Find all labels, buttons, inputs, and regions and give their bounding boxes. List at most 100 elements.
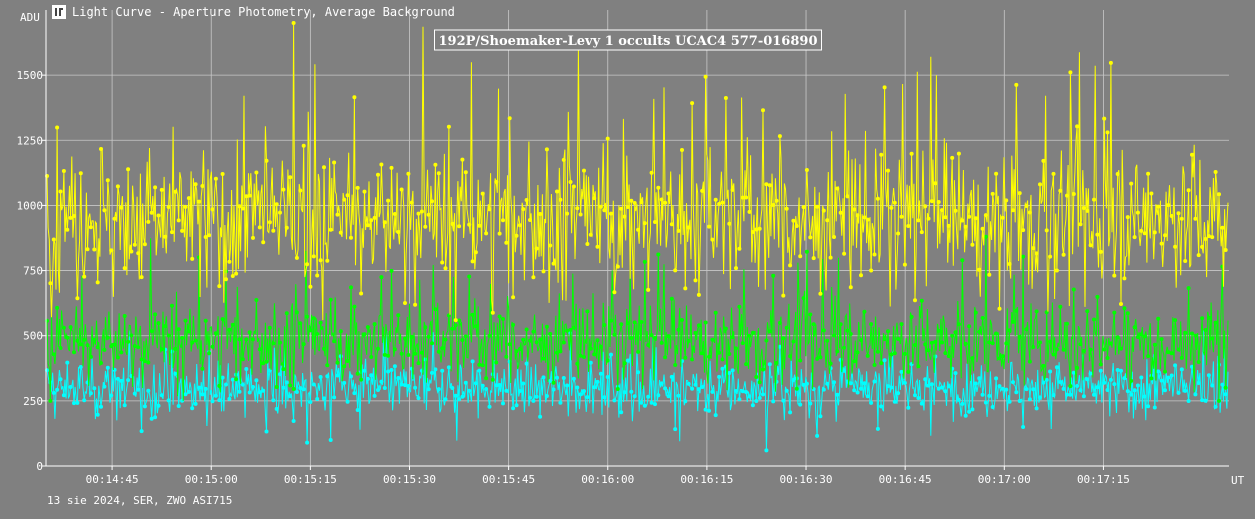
data-point <box>457 224 462 229</box>
data-point <box>1031 246 1036 251</box>
data-point <box>987 340 992 345</box>
data-point <box>980 316 985 320</box>
data-point <box>1220 225 1225 230</box>
data-point <box>973 381 978 386</box>
data-point <box>207 351 212 356</box>
data-point <box>717 374 722 379</box>
data-point <box>355 371 360 376</box>
data-point <box>369 355 374 359</box>
data-point <box>362 332 367 337</box>
data-point <box>1051 171 1056 176</box>
data-point <box>1152 405 1157 410</box>
data-point <box>686 225 691 230</box>
data-point <box>1065 193 1069 198</box>
data-point <box>430 341 434 346</box>
data-point <box>433 307 438 312</box>
data-point <box>284 311 289 316</box>
data-point <box>713 197 718 202</box>
data-point <box>433 367 438 372</box>
data-point <box>548 331 553 336</box>
data-point <box>555 375 559 380</box>
data-point <box>534 246 539 251</box>
data-point <box>582 355 586 359</box>
data-point <box>416 211 421 216</box>
data-point <box>784 325 789 330</box>
data-point <box>943 215 948 220</box>
data-point <box>392 212 397 216</box>
data-point <box>913 298 917 303</box>
data-point <box>1061 386 1066 391</box>
data-point <box>1223 248 1228 252</box>
data-point <box>48 398 53 403</box>
data-point <box>659 197 664 202</box>
data-point <box>102 347 107 352</box>
data-point <box>821 387 826 392</box>
data-point <box>264 158 269 163</box>
data-point <box>798 358 803 363</box>
data-point <box>1173 244 1178 249</box>
data-point <box>845 328 850 333</box>
data-point <box>774 361 779 365</box>
data-point <box>592 385 597 390</box>
data-point <box>602 323 607 327</box>
data-point <box>761 367 765 372</box>
data-point <box>409 200 414 205</box>
data-point <box>848 332 853 336</box>
data-point <box>213 331 218 336</box>
data-point <box>372 322 377 327</box>
data-point <box>1142 334 1147 339</box>
data-point <box>963 224 968 229</box>
data-point <box>288 175 293 180</box>
data-point <box>227 259 232 264</box>
data-point <box>825 338 830 343</box>
data-point <box>122 266 127 271</box>
data-point <box>1190 152 1194 157</box>
data-point <box>875 426 880 431</box>
data-point <box>1024 204 1029 208</box>
data-point <box>605 136 610 141</box>
data-point <box>61 169 66 173</box>
data-point <box>1038 395 1042 400</box>
data-point <box>1014 308 1019 313</box>
data-point <box>504 240 509 245</box>
data-point <box>1078 342 1083 347</box>
data-point <box>284 380 289 385</box>
data-point <box>862 309 867 314</box>
data-point <box>747 209 752 214</box>
data-point <box>217 284 222 289</box>
data-point <box>970 407 975 412</box>
series-1 <box>45 234 1229 403</box>
data-point <box>1166 203 1171 208</box>
data-point <box>305 440 310 445</box>
data-point <box>1112 310 1117 315</box>
data-point <box>338 354 343 359</box>
x-tick-label: 00:17:15 <box>1077 473 1130 486</box>
data-point <box>568 327 573 332</box>
data-point <box>1159 337 1164 342</box>
data-point <box>950 333 955 338</box>
data-point <box>1004 198 1009 203</box>
data-point <box>1186 399 1191 403</box>
data-point <box>653 336 657 340</box>
data-point <box>132 391 137 396</box>
data-point <box>629 198 634 203</box>
data-point <box>166 333 171 338</box>
data-point <box>622 214 627 219</box>
data-point <box>1014 390 1019 395</box>
data-point <box>1017 335 1022 339</box>
data-point <box>896 336 901 341</box>
data-point <box>737 397 742 402</box>
data-point <box>230 377 235 382</box>
data-point <box>173 189 178 194</box>
data-point <box>781 293 786 298</box>
data-point <box>109 248 114 253</box>
data-point <box>119 378 124 383</box>
data-point <box>653 402 657 407</box>
data-point <box>237 204 242 209</box>
data-point <box>166 205 171 209</box>
data-point <box>963 413 968 418</box>
data-point <box>649 170 654 175</box>
data-point <box>811 322 816 327</box>
data-point <box>764 448 769 453</box>
data-point <box>473 381 478 386</box>
